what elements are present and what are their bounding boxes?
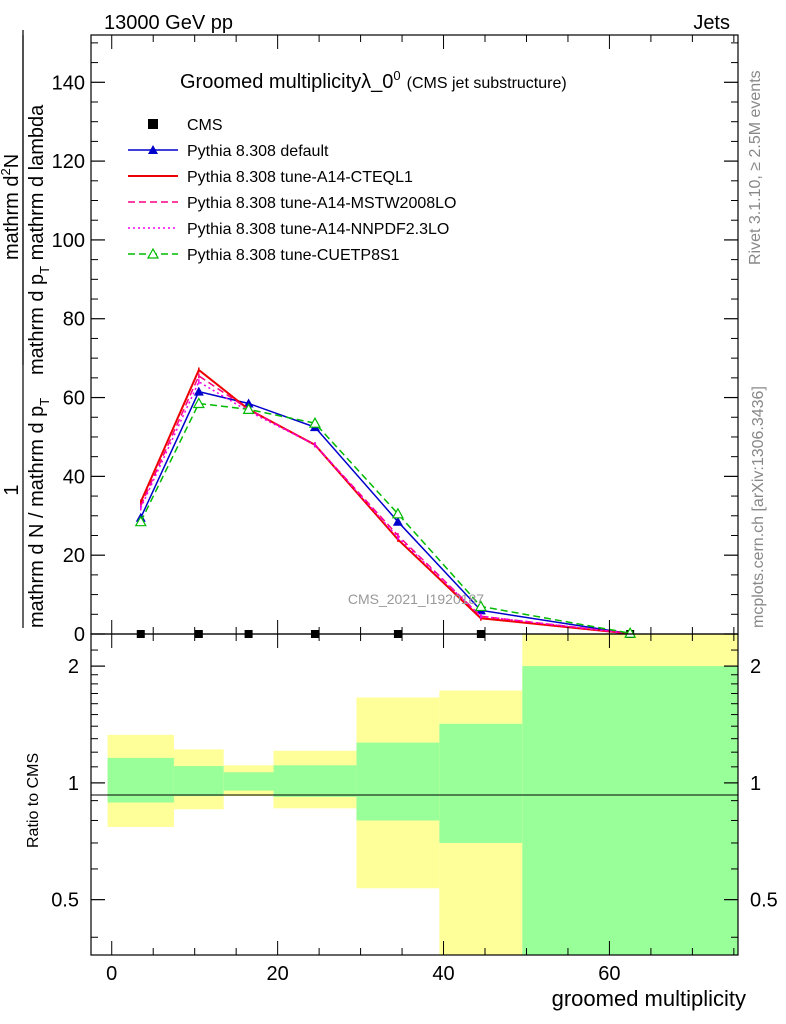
y-label-right-denominator: mathrm d pT mathrm d lambda (26, 104, 52, 375)
energy-label: 13000 GeV pp (104, 12, 233, 34)
main-y-tick-label: 100 (52, 230, 85, 252)
series-marker (134, 515, 147, 527)
main-y-tick-label: 120 (52, 151, 85, 173)
plot-title-sup: 0 (393, 68, 400, 83)
y-label-right-fraction: mathrm d2N (0, 154, 23, 260)
y-label-denominator-sub: T (37, 398, 52, 406)
ratio-x-axis: 0 20 40 60 (106, 634, 735, 985)
ratio-green-band (173, 766, 224, 797)
ratio-y-label: Ratio to CMS (25, 753, 42, 848)
ratio-y-tick-label: 0.5 (51, 890, 79, 912)
y-label-numerator: 1 (1, 484, 23, 495)
x-tick-label: 60 (598, 963, 620, 985)
legend-label: Pythia 8.308 tune-A14-NNPDF2.3LO (187, 221, 449, 238)
x-tick-label: 0 (106, 963, 117, 985)
plot-title-main: Groomed multiplicityλ_0 (180, 71, 393, 93)
y-label-right-rest: N (1, 154, 23, 168)
main-y-tick-label: 60 (63, 388, 85, 410)
ratio-y-axis: 0.5 0.5 1 1 2 2 (51, 649, 778, 938)
series-marker (193, 386, 204, 396)
ratio-green-band (107, 757, 174, 803)
legend-swatch (148, 119, 158, 129)
main-y-label: 1 mathrm d N / mathrm d pT mathrm d2N ma… (0, 30, 52, 628)
y-label-right-sup: 2 (0, 168, 13, 175)
plot-title-note: (CMS jet substructure) (407, 75, 567, 92)
ratio-bands (107, 634, 738, 955)
analysis-watermark: CMS_2021_I1920187 (348, 591, 484, 607)
legend-marker (146, 247, 160, 259)
process-label: Jets (693, 12, 730, 34)
main-y-tick-label: 0 (74, 624, 85, 646)
ratio-y-tick-label-right: 2 (750, 656, 761, 678)
legend-label: Pythia 8.308 tune-CUETP8S1 (187, 247, 400, 264)
plot-title: Groomed multiplicityλ_00 (CMS jet substru… (180, 68, 567, 93)
main-x-ticks (111, 35, 735, 634)
ratio-y-tick-label-right: 0.5 (750, 890, 778, 912)
ratio-y-tick-label: 2 (68, 656, 79, 678)
ratio-green-band (223, 772, 274, 791)
series-marker (192, 397, 205, 409)
main-y-tick-label: 140 (52, 72, 85, 94)
series-marker (242, 403, 255, 414)
series-marker (308, 416, 321, 428)
legend-label: Pythia 8.308 tune-A14-CTEQL1 (187, 169, 413, 186)
legend: CMS Pythia 8.308 default Pythia 8.308 tune… (128, 117, 456, 264)
main-y-tick-label: 80 (63, 309, 85, 331)
ratio-green-band (439, 723, 523, 843)
y-label-right-main: mathrm d (1, 176, 23, 260)
main-y-tick-label: 20 (63, 545, 85, 567)
ratio-plot-frame (90, 633, 739, 956)
y-label-right-denominator-rest: mathrm d lambda (26, 104, 48, 266)
x-axis-label: groomed multiplicity (552, 986, 746, 1011)
ratio-green-band (522, 666, 738, 955)
y-label-denominator-text: mathrm d N / mathrm d p (26, 406, 48, 628)
x-tick-label: 20 (267, 963, 289, 985)
y-label-denominator: mathrm d N / mathrm d pT (26, 398, 52, 628)
series-marker (474, 600, 487, 612)
y-label-right-denominator-sub: T (37, 266, 52, 274)
main-y-axis: 0 20 40 60 80 100 120 140 (52, 42, 738, 646)
legend-marker (148, 145, 158, 154)
series-marker (392, 516, 403, 526)
ratio-green-band (356, 742, 440, 821)
ratio-y-tick-label: 1 (68, 773, 79, 795)
main-series-group (134, 367, 637, 638)
series-marker (243, 398, 254, 408)
y-label-right-denominator-text: mathrm d p (26, 274, 48, 375)
mcplots-label: mcplots.cern.ch [arXiv:1306.3436] (750, 386, 767, 628)
rivet-label: Rivet 3.1.10, ≥ 2.5M events (747, 70, 764, 265)
x-tick-label: 40 (432, 963, 454, 985)
ratio-green-band (273, 765, 357, 797)
series-marker (624, 626, 637, 638)
legend-label: Pythia 8.308 tune-A14-MSTW2008LO (187, 195, 456, 212)
main-y-tick-label: 40 (63, 466, 85, 488)
legend-label: Pythia 8.308 default (187, 143, 329, 160)
ratio-y-tick-label-right: 1 (750, 773, 761, 795)
legend-label: CMS (187, 117, 223, 134)
series-marker (391, 507, 404, 519)
